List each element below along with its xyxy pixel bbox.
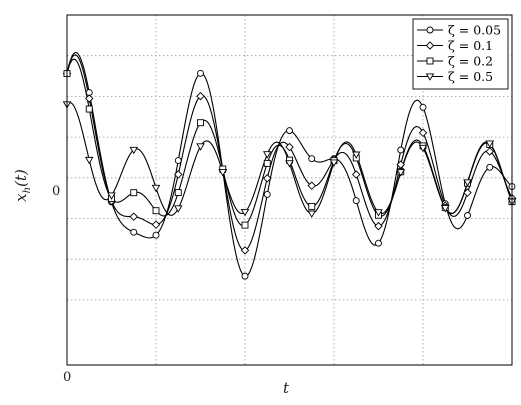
y-axis-label-argument: (t): [11, 169, 30, 187]
series-1-point: [463, 188, 472, 197]
legend-label-2: ζ = 0.2: [448, 54, 493, 69]
series-0-point: [464, 212, 471, 219]
y-tick-label-0: 0: [52, 184, 61, 199]
series-3-point: [329, 159, 339, 167]
series-0-point: [152, 231, 160, 239]
series-3-point: [151, 184, 161, 193]
series-2-point: [308, 202, 316, 210]
series-3-point: [374, 209, 383, 217]
series-markers: [62, 69, 517, 280]
series-2-point: [130, 189, 138, 197]
series-3-point: [240, 208, 250, 217]
legend-label-0: ζ = 0.05: [448, 23, 501, 38]
series-0-point: [352, 197, 360, 205]
series-3-point: [173, 205, 183, 213]
series-0-point: [397, 146, 405, 154]
series-3-point: [262, 151, 272, 159]
y-axis-label: xh(t): [12, 155, 56, 215]
series-3-point: [440, 205, 450, 213]
legend-marker-2: [426, 57, 434, 65]
series-1-point: [485, 147, 494, 156]
legend: ζ = 0.05ζ = 0.1ζ = 0.2ζ = 0.5: [412, 18, 509, 90]
series-2-point: [241, 221, 249, 229]
series-1-point: [396, 160, 405, 169]
series-3-point: [463, 179, 472, 187]
series-3-point: [396, 169, 406, 177]
series-3-point: [307, 210, 317, 218]
series-1-point: [352, 170, 361, 179]
series-1-point: [307, 181, 316, 190]
series-3-point: [107, 192, 116, 200]
series-1-point: [85, 94, 94, 103]
series-0-point: [241, 272, 249, 280]
series-0-point: [308, 155, 316, 163]
legend-marker-1: [425, 41, 435, 50]
y-axis-label-subscript: h: [21, 186, 33, 194]
series-0-point: [197, 69, 204, 77]
series-1-point: [263, 174, 272, 183]
series-0-point: [375, 239, 382, 247]
x-axis-label: t: [283, 379, 290, 397]
series-0-point: [286, 127, 293, 135]
series-3-point: [285, 160, 294, 168]
series-2-point: [263, 159, 271, 167]
series-2-point: [174, 189, 182, 197]
series-1-point: [129, 212, 138, 221]
series-3-point: [485, 140, 495, 148]
legend-marker-0: [426, 26, 434, 34]
y-axis-label-main: x: [11, 193, 30, 202]
series-3-point: [218, 169, 228, 177]
series-1-point: [285, 142, 294, 152]
series-2-point: [152, 207, 160, 215]
legend-marker-3: [425, 73, 435, 81]
series-0-point: [486, 163, 494, 171]
series-1-point: [240, 246, 250, 255]
series-3-point: [418, 144, 428, 153]
series-0-point: [130, 228, 138, 236]
series-0-point: [419, 103, 427, 111]
legend-label-1: ζ = 0.1: [448, 38, 493, 53]
series-3-point: [84, 156, 94, 165]
series-2-point: [197, 119, 204, 127]
series-0-point: [174, 157, 182, 164]
series-2-point: [85, 105, 93, 113]
series-1-point: [151, 220, 161, 229]
series-1-point: [174, 170, 183, 179]
series-1-point: [418, 128, 428, 138]
series-3-point: [196, 143, 205, 151]
series-0-point: [263, 190, 271, 198]
series-1-point: [196, 91, 205, 101]
series-3-point: [129, 146, 139, 155]
series-1-point: [374, 221, 383, 231]
plot-frame: [66, 14, 513, 366]
legend-label-3: ζ = 0.5: [448, 69, 493, 84]
series-3-point: [351, 151, 361, 159]
x-tick-label-0: 0: [63, 370, 72, 385]
